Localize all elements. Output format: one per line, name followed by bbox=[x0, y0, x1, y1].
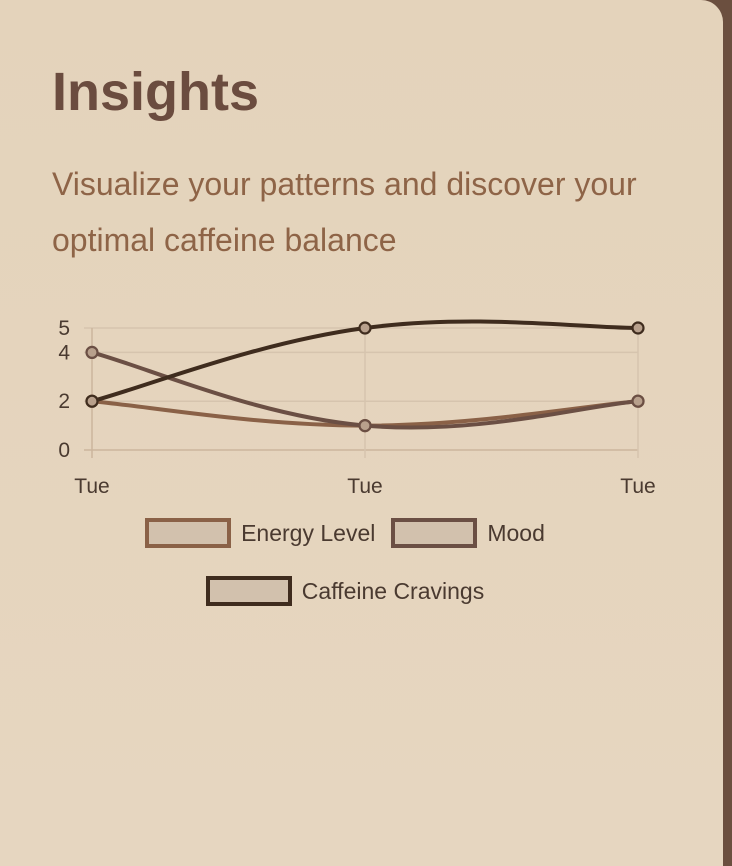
x-tick-label: Tue bbox=[620, 475, 655, 498]
data-point-caffeine-cravings[interactable] bbox=[85, 394, 99, 408]
card-title: Insights bbox=[52, 62, 260, 122]
x-tick-label: Tue bbox=[74, 475, 109, 498]
legend-label: Caffeine Cravings bbox=[301, 577, 485, 604]
legend-swatch bbox=[391, 518, 478, 548]
chart-points bbox=[85, 321, 645, 433]
y-tick-label: 4 bbox=[58, 341, 70, 364]
legend-swatch bbox=[145, 518, 232, 548]
chart-legend: Energy Level Mood Caffeine Cravings bbox=[0, 518, 690, 606]
data-point-mood[interactable] bbox=[631, 394, 645, 408]
legend-label: Energy Level bbox=[241, 519, 376, 546]
legend-swatch bbox=[205, 576, 292, 606]
card-subtitle: Visualize your patterns and discover you… bbox=[52, 166, 637, 258]
legend-item-caffeine-cravings[interactable]: Caffeine Cravings bbox=[205, 576, 485, 606]
chart-grid bbox=[84, 327, 639, 458]
chart-axes: 0 2 45 Tue Tue Tue bbox=[58, 317, 655, 498]
insights-line-chart: 0 2 45 Tue Tue Tue bbox=[58, 317, 655, 498]
legend-label: Mood bbox=[487, 519, 545, 546]
data-point-mood[interactable] bbox=[85, 345, 99, 360]
y-tick-label: 5 bbox=[58, 317, 70, 340]
data-point-caffeine-cravings[interactable] bbox=[358, 321, 372, 335]
y-tick-label: 2 bbox=[58, 390, 70, 413]
x-tick-label: Tue bbox=[347, 475, 382, 498]
data-point-caffeine-cravings[interactable] bbox=[631, 321, 645, 335]
data-point-mood[interactable] bbox=[358, 418, 372, 433]
legend-item-mood[interactable]: Mood bbox=[391, 518, 545, 548]
y-tick-label: 0 bbox=[58, 439, 70, 462]
legend-item-energy-level[interactable]: Energy Level bbox=[145, 518, 375, 548]
